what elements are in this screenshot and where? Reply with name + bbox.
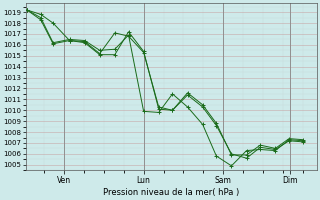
X-axis label: Pression niveau de la mer( hPa ): Pression niveau de la mer( hPa ) [103, 188, 239, 197]
